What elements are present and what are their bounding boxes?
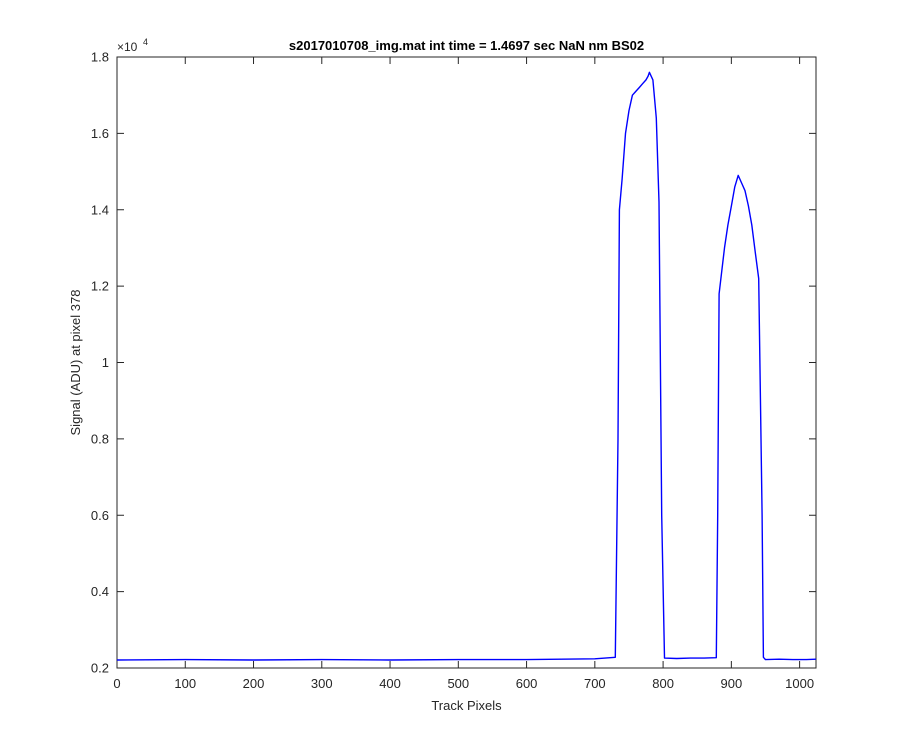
y-tick-label: 1 [102,355,109,370]
plot-area: 0 100 200 300 400 500 600 700 800 900 1000 0.2 0.4 0.… [91,50,817,691]
x-tick-label: 100 [174,676,196,691]
x-tick-label: 200 [243,676,265,691]
chart-title: s2017010708_img.mat int time = 1.4697 se… [289,38,644,53]
y-tick-label: 0.4 [91,584,109,599]
y-axis-label: Signal (ADU) at pixel 378 [68,290,83,436]
x-tick-label: 1000 [785,676,814,691]
y-tick-label: 1.4 [91,202,109,217]
x-tick-label: 300 [311,676,333,691]
y-tick-label: 0.8 [91,431,109,446]
y-axis-exponent: ×10 4 [117,37,148,54]
y-tick-label: 0.2 [91,661,109,676]
y-tick-label: 1.8 [91,50,109,65]
y-axis-exponent-base: ×10 [117,40,138,54]
y-tick-label: 0.6 [91,508,109,523]
x-tick-label: 600 [516,676,538,691]
x-tick-label: 800 [652,676,674,691]
y-tick-label: 1.6 [91,126,109,141]
series-line-1 [116,71,817,661]
x-tick-label: 400 [379,676,401,691]
x-tick-label: 700 [584,676,606,691]
x-axis-label: Track Pixels [431,698,502,713]
y-tick-label: 1.2 [91,279,109,294]
y-axis-exponent-power: 4 [143,37,148,47]
x-tick-label: 500 [447,676,469,691]
x-tick-label: 900 [721,676,743,691]
plot-frame [116,56,817,669]
x-tick-label: 0 [113,676,120,691]
